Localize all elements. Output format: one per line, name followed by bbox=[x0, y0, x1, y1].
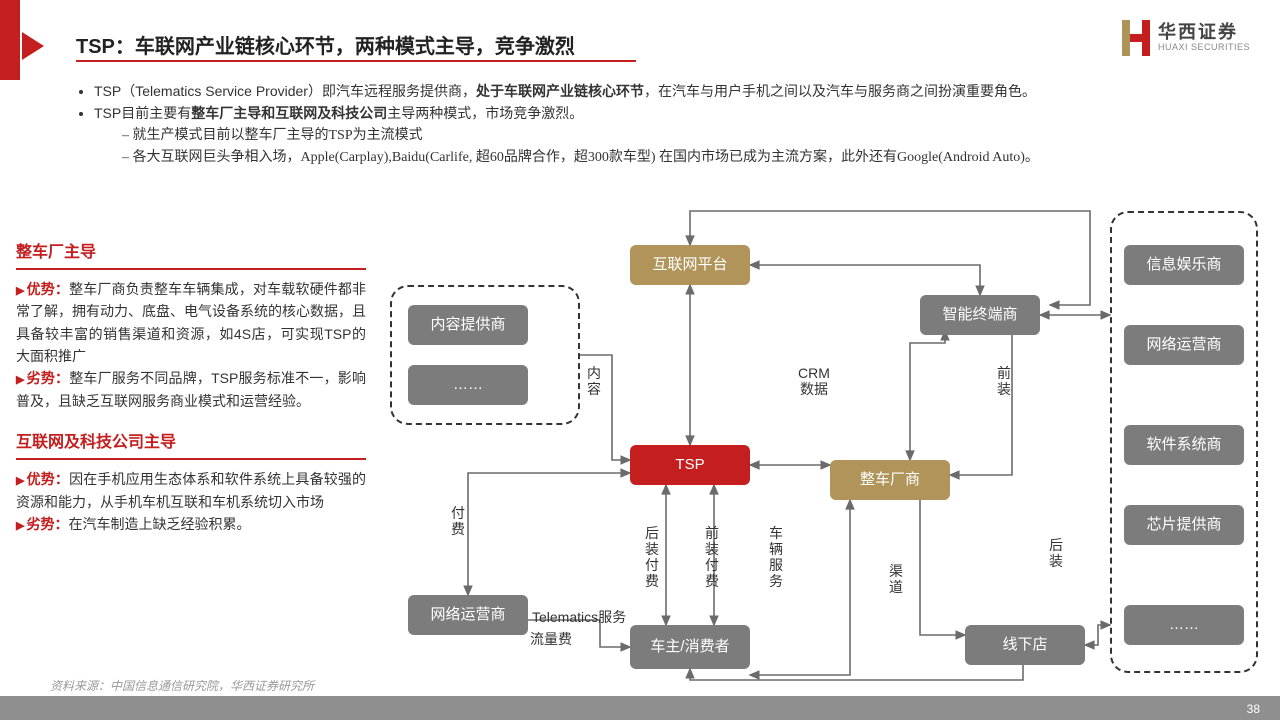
edge-label: 流量费 bbox=[530, 631, 572, 647]
node-dots1: …… bbox=[408, 365, 528, 405]
tsp-flowchart: 互联网平台 TSP 整车厂商 内容提供商 …… 网络运营商车主/消费者 线下店 智能终端商 信息… bbox=[390, 205, 1260, 685]
logo-en: HUAXI SECURITIES bbox=[1158, 43, 1250, 53]
node-oem: 整车厂商 bbox=[830, 460, 950, 500]
edge-label: 车辆服务 bbox=[768, 525, 784, 589]
edge bbox=[950, 325, 1030, 475]
sec2-title: 互联网及科技公司主导 bbox=[16, 430, 366, 456]
node-netop2: 网络运营商 bbox=[1124, 325, 1244, 365]
intro-bullets: TSP（Telematics Service Provider）即汽车远程服务提… bbox=[76, 80, 1236, 170]
edge bbox=[910, 331, 945, 460]
edge-label: 前装 bbox=[996, 365, 1012, 397]
sec2-dis-label: 劣势： bbox=[16, 516, 68, 532]
b1-bold: 处于车联网产业链核心环节 bbox=[476, 83, 644, 99]
node-content: 内容提供商 bbox=[408, 305, 528, 345]
edge-label: CRM数据 bbox=[794, 365, 834, 397]
sec2-dis: 在汽车制造上缺乏经验积累。 bbox=[68, 516, 250, 532]
header-arrow-icon bbox=[22, 32, 44, 60]
edge-label: 后装 bbox=[1048, 537, 1064, 569]
b1-pre: TSP（Telematics Service Provider）即汽车远程服务提… bbox=[94, 83, 476, 99]
header-accent bbox=[0, 0, 20, 80]
edge-label: 付费 bbox=[450, 505, 466, 537]
edge-label: 后装付费 bbox=[644, 525, 660, 589]
edge bbox=[468, 473, 630, 595]
edge-label: 渠道 bbox=[888, 563, 904, 595]
sec1-dis-label: 劣势： bbox=[16, 370, 69, 386]
sub-2: 各大互联网巨头争相入场，Apple(Carplay),Baidu(Carlife… bbox=[122, 147, 1236, 169]
node-infoent: 信息娱乐商 bbox=[1124, 245, 1244, 285]
footer-bar bbox=[0, 696, 1280, 720]
left-column: 整车厂主导 优势：整车厂商负责整车车辆集成，对车载软硬件都非常了解，拥有动力、底… bbox=[16, 240, 366, 554]
node-owner: 车主/消费者 bbox=[630, 625, 750, 669]
sec1-title: 整车厂主导 bbox=[16, 240, 366, 266]
sec1-adv-label: 优势： bbox=[16, 281, 69, 297]
node-internet: 互联网平台 bbox=[630, 245, 750, 285]
b1-post: ，在汽车与用户手机之间以及汽车与服务商之间扮演重要角色。 bbox=[644, 83, 1036, 99]
sec1-adv: 整车厂商负责整车车辆集成，对车载软硬件都非常了解，拥有动力、底盘、电气设备系统的… bbox=[16, 281, 366, 364]
sub-1: 就生产模式目前以整车厂主导的TSP为主流模式 bbox=[122, 125, 1236, 147]
edge bbox=[750, 500, 850, 675]
node-chip: 芯片提供商 bbox=[1124, 505, 1244, 545]
logo-mark-icon bbox=[1122, 20, 1150, 56]
sec2-adv: 因在手机应用生态体系和软件系统上具备较强的资源和能力，从手机车机互联和车机系统切… bbox=[16, 471, 366, 510]
b2-bold: 整车厂主导和互联网及科技公司 bbox=[191, 105, 387, 121]
edge bbox=[920, 500, 965, 635]
page-title: TSP：车联网产业链核心环节，两种模式主导，竞争激烈 bbox=[76, 30, 575, 59]
node-terminal: 智能终端商 bbox=[920, 295, 1040, 335]
node-tsp: TSP bbox=[630, 445, 750, 485]
logo-cn: 华西证券 bbox=[1158, 23, 1250, 43]
title-underline bbox=[76, 60, 636, 62]
sec2-rule bbox=[16, 458, 366, 460]
edge bbox=[750, 265, 980, 295]
b2-pre: TSP目前主要有 bbox=[94, 105, 191, 121]
sec1-dis: 整车厂服务不同品牌，TSP服务标准不一，影响普及，且缺乏互联网服务商业模式和运营… bbox=[16, 370, 366, 409]
node-store: 线下店 bbox=[965, 625, 1085, 665]
brand-logo: 华西证券 HUAXI SECURITIES bbox=[1122, 20, 1250, 56]
source-caption: 资料来源：中国信息通信研究院，华西证券研究所 bbox=[50, 677, 314, 694]
b2-post: 主导两种模式，市场竞争激烈。 bbox=[387, 105, 583, 121]
node-dots2: …… bbox=[1124, 605, 1244, 645]
page-number: 38 bbox=[1247, 702, 1260, 716]
node-netop: 网络运营商 bbox=[408, 595, 528, 635]
sec1-rule bbox=[16, 268, 366, 270]
edge bbox=[690, 211, 1090, 305]
edge-label: 内容 bbox=[586, 365, 602, 397]
sec2-adv-label: 优势： bbox=[16, 471, 69, 487]
edge bbox=[1085, 625, 1110, 645]
edge-label: 前装付费 bbox=[704, 525, 720, 589]
node-soft: 软件系统商 bbox=[1124, 425, 1244, 465]
edge-label: Telematics服务 bbox=[532, 609, 626, 625]
